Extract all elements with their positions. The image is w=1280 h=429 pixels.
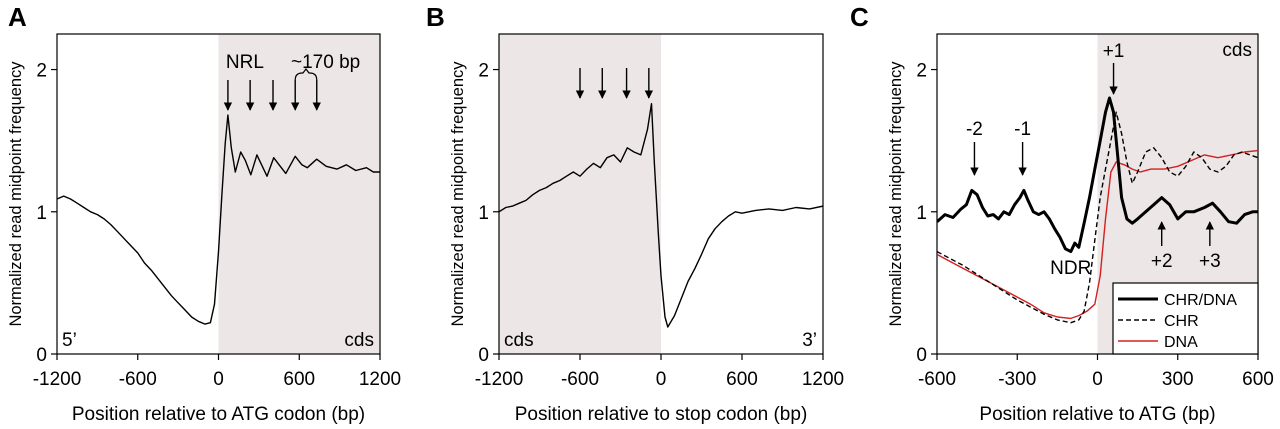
- pa-x-tick-label: -600: [119, 369, 157, 390]
- pc-x-axis-label: Position relative to ATG (bp): [979, 404, 1215, 425]
- pc-legend: CHR/DNA CHR DNA: [1112, 282, 1259, 355]
- pb-x-axis-label: Position relative to stop codon (bp): [515, 404, 808, 425]
- pb-corner-label-left: cds: [504, 330, 534, 351]
- pb-y-tick-label: 1: [478, 203, 489, 224]
- pc-label-minus2: -2: [966, 119, 983, 140]
- pb-x-tick-label: 0: [656, 369, 667, 390]
- pc-label-plus2: +2: [1151, 251, 1173, 272]
- chart-panel-a: -1200 -600 0 600 1200 0 1 2 Position relative to…: [7, 33, 401, 425]
- pc-legend-box: [1112, 282, 1259, 355]
- pb-x-tick-label: -1200: [475, 369, 524, 390]
- pc-y-tick-label: 1: [916, 203, 927, 224]
- pc-label-minus1: -1: [1014, 119, 1031, 140]
- pc-x-tick-label: -600: [918, 369, 956, 390]
- pb-series-line: [499, 103, 823, 328]
- pc-series-dna: [937, 149, 1258, 320]
- pa-spacing-label: ~170 bp: [291, 52, 360, 73]
- pc-legend-label-chr: CHR: [1164, 313, 1199, 330]
- chart-panel-b: -1200 -600 0 600 1200 0 1 2 Position relative to…: [449, 33, 844, 425]
- pb-y-tick-label: 0: [478, 345, 489, 366]
- pa-x-tick-label: -1200: [33, 369, 82, 390]
- pa-x-axis-label: Position relative to ATG codon (bp): [72, 404, 365, 425]
- pa-corner-label-left: 5’: [62, 330, 77, 351]
- panel-label-c: C: [850, 2, 869, 32]
- pc-x-tick-label: 0: [1092, 369, 1103, 390]
- pc-y-tick-label: 2: [916, 61, 927, 82]
- chart-panel-c: -600 -300 0 300 600 0 1 2 Position relative to A…: [887, 33, 1274, 425]
- pa-y-tick-label: 2: [36, 61, 47, 82]
- pa-y-tick-label: 1: [36, 203, 47, 224]
- pc-y-tick-label: 0: [916, 345, 927, 366]
- pa-y-axis-label: Normalized read midpoint frequency: [7, 61, 25, 327]
- pc-x-tick-label: 300: [1162, 369, 1194, 390]
- pc-x-tick-label: 600: [1242, 369, 1274, 390]
- pa-series-line: [57, 114, 380, 325]
- pc-legend-label-chr-dna: CHR/DNA: [1164, 292, 1237, 309]
- pc-legend-label-dna: DNA: [1164, 334, 1198, 351]
- pc-label-plus1: +1: [1103, 41, 1125, 62]
- pa-nrl-label: NRL: [226, 52, 264, 73]
- pb-y-axis-label: Normalized read midpoint frequency: [449, 61, 467, 327]
- pc-corner-label-right: cds: [1222, 40, 1252, 61]
- pc-label-plus3: +3: [1199, 251, 1221, 272]
- pc-label-ndr: NDR: [1050, 258, 1091, 279]
- pc-series-chr-dna: [937, 96, 1258, 254]
- pc-y-axis-label: Normalized read midpoint frequency: [887, 61, 905, 327]
- panel-label-a: A: [8, 2, 27, 32]
- pa-shaded-region: [218, 34, 380, 354]
- pb-y-tick-label: 2: [478, 61, 489, 82]
- pa-x-tick-label: 0: [213, 369, 224, 390]
- pb-x-tick-label: 600: [726, 369, 758, 390]
- pc-x-tick-label: -300: [998, 369, 1036, 390]
- pa-corner-label-right: cds: [344, 330, 374, 351]
- pb-corner-label-right: 3’: [802, 330, 817, 351]
- pa-x-tick-label: 600: [283, 369, 315, 390]
- pa-y-tick-label: 0: [36, 345, 47, 366]
- pb-x-tick-label: 1200: [802, 369, 844, 390]
- pb-x-tick-label: -600: [561, 369, 599, 390]
- pa-spacing-bracket: [294, 68, 318, 81]
- pa-x-tick-label: 1200: [359, 369, 401, 390]
- panel-label-b: B: [426, 2, 445, 32]
- pc-series-chr: [937, 111, 1258, 324]
